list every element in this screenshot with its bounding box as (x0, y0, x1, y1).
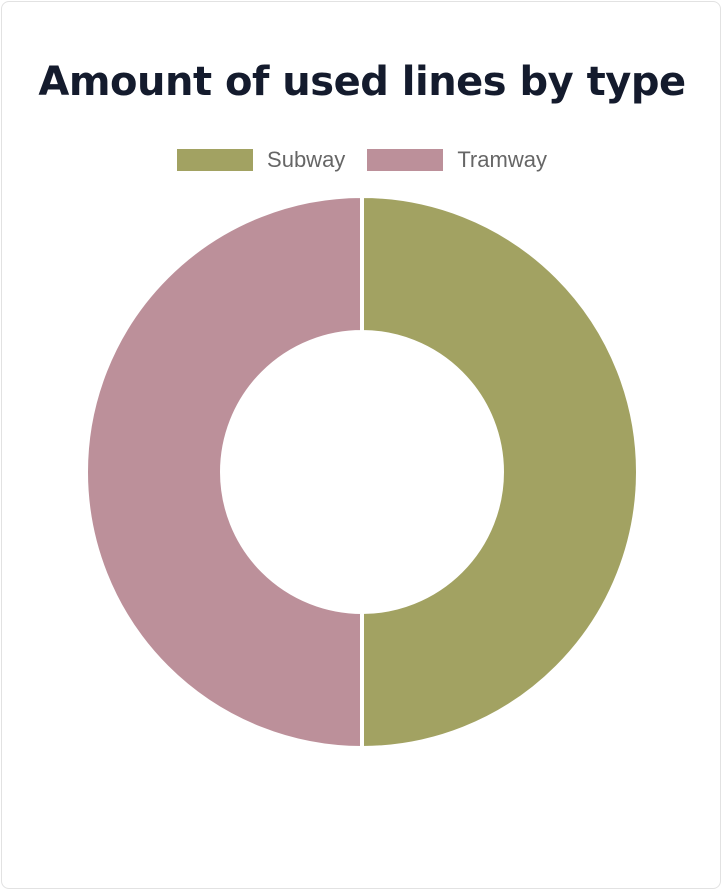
legend-swatch-tramway (367, 149, 444, 171)
chart-legend: Subway Tramway (0, 147, 724, 173)
slice-tramway[interactable] (84, 193, 364, 751)
legend-label-tramway: Tramway (457, 147, 547, 172)
legend-item-tramway[interactable]: Tramway (367, 147, 547, 173)
doughnut-slices (84, 193, 640, 751)
legend-swatch-subway (177, 149, 254, 171)
legend-label-subway: Subway (267, 147, 346, 172)
legend-item-subway[interactable]: Subway (177, 147, 345, 173)
chart-title: Amount of used lines by type (38, 59, 686, 105)
slice-subway[interactable] (360, 193, 640, 751)
